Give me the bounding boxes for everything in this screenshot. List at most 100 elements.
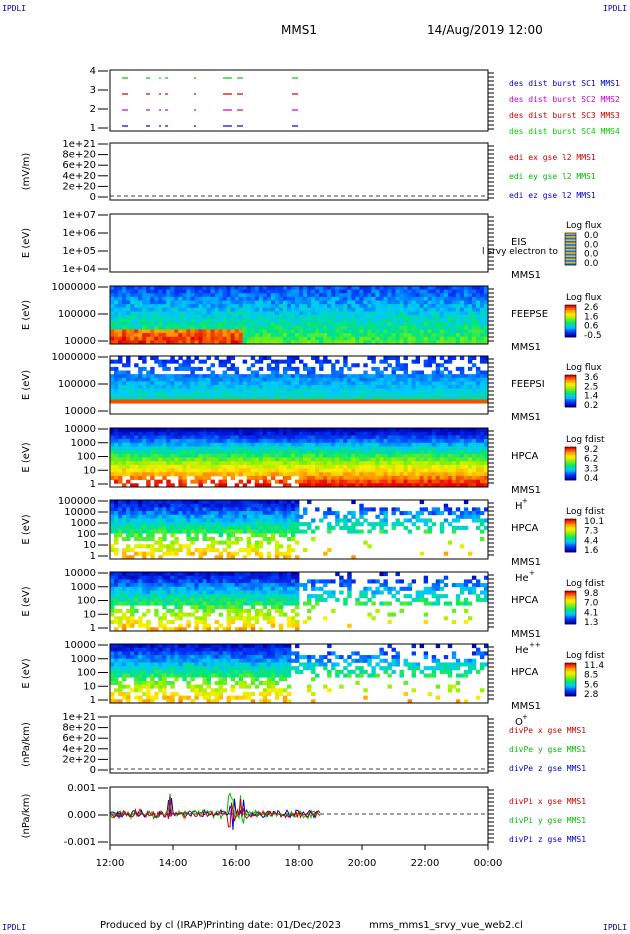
- instrument-label: FEEPSI: [511, 379, 545, 390]
- panel-frame: [109, 499, 489, 560]
- colorbar-tick-label: 0.0: [584, 259, 599, 269]
- panel-hpca_hepp: [110, 572, 489, 632]
- axis-tick-marks: [488, 502, 494, 556]
- y-axis-label: (nPa/km): [21, 722, 32, 767]
- corner-label-bottom-left: IPDLI: [2, 923, 27, 932]
- y-tick-label: 10000: [64, 568, 96, 579]
- legend-entry: des dist burst SC4 MMS4: [509, 127, 620, 136]
- species-label: He: [515, 645, 529, 656]
- colorbar-tick-label: 0.2: [584, 401, 598, 411]
- panel-frame: [109, 213, 489, 273]
- panel-divpi: [109, 792, 488, 830]
- axis-tick-marks: [488, 145, 494, 199]
- y-tick-label: 100000: [58, 309, 96, 320]
- x-tick-label: 22:00: [411, 858, 440, 869]
- y-tick-label: 1000: [71, 438, 96, 449]
- axis-tick-marks: [488, 72, 494, 130]
- y-tick-label: 100: [77, 596, 96, 607]
- colorbar-hpca_o: [564, 662, 577, 697]
- panel-hpca_o: [110, 644, 489, 704]
- colorbar-tick-label: 0.4: [584, 474, 599, 484]
- spectrogram-background: [110, 214, 488, 272]
- y-tick-label: 10: [83, 609, 96, 620]
- y-tick-label: 1: [90, 123, 96, 134]
- footer-produced-by: Produced by cl (IRAP): [100, 920, 207, 931]
- y-tick-label: 10000: [64, 336, 96, 347]
- y-tick-label: 0: [90, 765, 96, 776]
- instrument-label: HPCA: [511, 451, 539, 462]
- y-tick-label: 1000: [71, 518, 96, 529]
- colorbar-tick-label: 0.0: [584, 240, 599, 250]
- colorbar-tick-label: 6.2: [584, 455, 598, 465]
- species-charge-label: +: [522, 713, 528, 721]
- corner-label-top-left: IPDLI: [2, 4, 27, 13]
- instrument-label: FEEPSE: [511, 309, 548, 320]
- spacecraft-label: MMS1: [511, 270, 541, 281]
- y-axis-label: E (eV): [21, 514, 32, 544]
- species-label: O: [515, 717, 523, 728]
- legend-entry: edi ey gse l2 MMS1: [509, 172, 596, 181]
- y-axis-label: (mV/m): [21, 153, 32, 191]
- mission-title: MMS1: [281, 23, 317, 37]
- axis-tick-marks: [488, 358, 494, 412]
- legend-entry: des dist burst SC2 MMS2: [509, 95, 620, 104]
- y-tick-label: 1: [90, 695, 96, 706]
- colorbar-tick-label: 10.1: [584, 517, 604, 527]
- y-axis-label: E (eV): [21, 300, 32, 330]
- species-charge-label: ++: [529, 641, 541, 649]
- x-tick-label: 20:00: [348, 858, 377, 869]
- colorbar-tick-label: 4.4: [584, 536, 599, 546]
- colorbar-eis: [564, 232, 577, 266]
- species-charge-label: +: [522, 497, 528, 505]
- colorbar-tick-label: 2.5: [584, 382, 598, 392]
- colorbar-title: Log flux: [566, 221, 602, 231]
- y-tick-label: 6e+20: [62, 160, 96, 171]
- y-tick-label: 10000: [64, 507, 96, 518]
- y-tick-label: 10: [83, 540, 96, 551]
- legend-entry: des dist burst SC3 MMS3: [509, 111, 620, 120]
- species-label: He: [515, 573, 529, 584]
- species-charge-label: +: [529, 569, 535, 577]
- axis-tick-marks: [488, 646, 494, 700]
- instrument-label: EIS: [511, 237, 527, 248]
- x-tick-label: 00:00: [474, 858, 503, 869]
- legend-entry: edi ez gse l2 MMS1: [509, 191, 596, 200]
- legend-entry: divPi z gse MMS1: [509, 835, 586, 844]
- corner-label-top-right: IPDLI: [603, 4, 628, 13]
- colorbar-tick-label: 5.6: [584, 680, 599, 690]
- footer-file-name: mms_mms1_srvy_vue_web2.cl: [369, 920, 523, 931]
- colorbar-title: Log fdist: [566, 651, 605, 661]
- x-tick-label: 14:00: [159, 858, 188, 869]
- colorbar-tick-label: 1.6: [584, 546, 599, 556]
- colorbar-title: Log fdist: [566, 507, 605, 517]
- legend-entry: divPe y gse MMS1: [509, 745, 586, 754]
- spectrogram-cells: [110, 500, 489, 560]
- y-tick-label: 1: [90, 551, 96, 562]
- panel-frame: [109, 142, 489, 201]
- colorbar-hpca_h: [564, 446, 577, 481]
- y-tick-label: 2: [90, 104, 96, 115]
- spacecraft-label: MMS1: [511, 412, 541, 423]
- y-tick-label: 1000: [71, 654, 96, 665]
- y-axis-label: E (eV): [21, 370, 32, 400]
- legend-entry: divPi x gse MMS1: [509, 797, 586, 806]
- series-line: [109, 792, 321, 824]
- colorbar-feepse: [564, 304, 577, 338]
- y-tick-label: 10000: [64, 424, 96, 435]
- y-tick-label: 1e+06: [62, 228, 96, 239]
- y-axis-label: E (eV): [21, 586, 32, 616]
- y-tick-label: 1000000: [51, 352, 96, 363]
- y-tick-label: 1000000: [51, 282, 96, 293]
- y-tick-label: 0.000: [67, 810, 96, 821]
- y-tick-label: -0.001: [64, 837, 96, 848]
- legend-entry: divPi y gse MMS1: [509, 816, 586, 825]
- y-tick-label: 0: [90, 192, 96, 203]
- colorbar-tick-label: 1.6: [584, 312, 599, 322]
- y-tick-label: 6e+20: [62, 733, 96, 744]
- colorbar-title: Log flux: [566, 293, 602, 303]
- instrument-label: HPCA: [511, 667, 539, 678]
- colorbar-tick-label: 2.8: [584, 690, 599, 700]
- spectrogram-cells: [110, 428, 489, 488]
- colorbar-hpca_hepp: [564, 590, 577, 625]
